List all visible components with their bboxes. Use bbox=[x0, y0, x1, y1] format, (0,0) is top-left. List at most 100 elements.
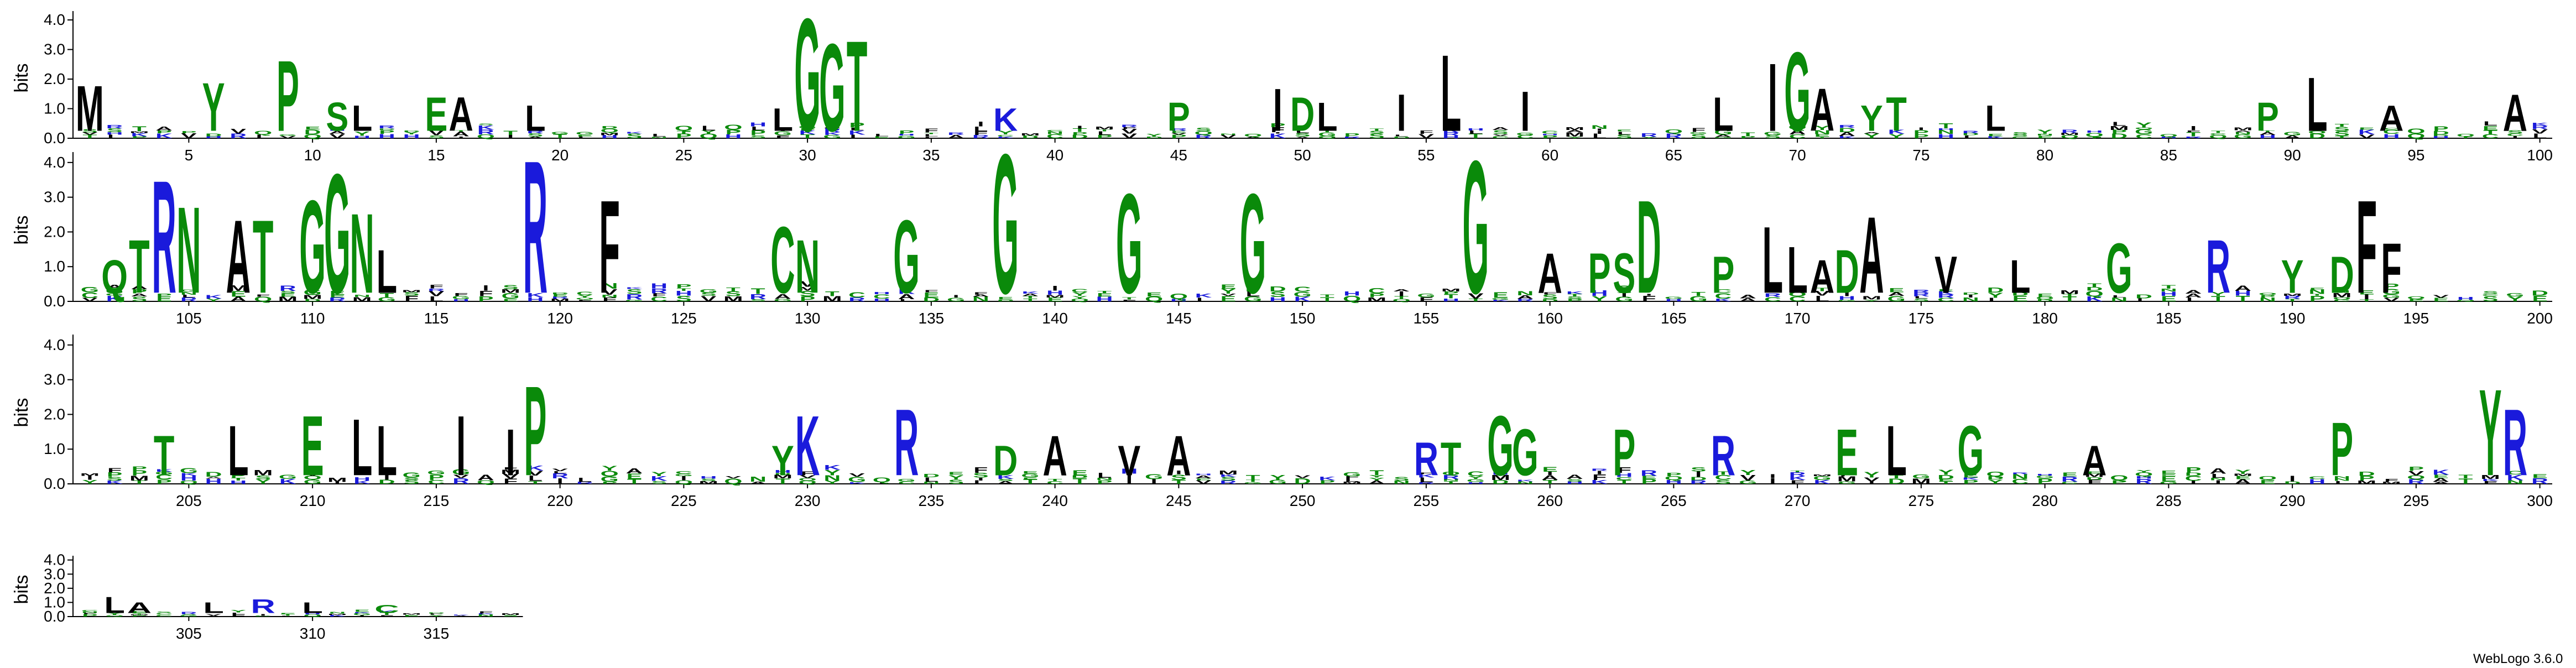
noise-letter: L bbox=[924, 136, 938, 139]
noise-letter: T bbox=[1097, 290, 1112, 294]
noise-letter: N bbox=[329, 612, 346, 614]
noise-letter: G bbox=[1269, 478, 1287, 485]
noise-letter: D bbox=[2309, 132, 2326, 140]
noise-letter: T bbox=[1939, 481, 1954, 484]
logo-letter-D: D bbox=[1290, 87, 1315, 142]
noise-letter: M bbox=[500, 288, 520, 294]
x-tick-label: 185 bbox=[2156, 310, 2182, 327]
x-tick-label: 315 bbox=[424, 625, 450, 642]
x-tick-label: 25 bbox=[675, 147, 692, 164]
noise-letter: P bbox=[1097, 134, 1112, 139]
noise-letter: D bbox=[1937, 473, 1954, 480]
noise-letter: L bbox=[2533, 132, 2547, 140]
noise-letter: A bbox=[2234, 284, 2251, 293]
logo-letter-S: S bbox=[326, 95, 348, 140]
noise-letter: Q bbox=[2036, 296, 2054, 300]
noise-letter: H bbox=[774, 469, 791, 473]
noise-letter: I bbox=[1547, 471, 1553, 476]
noise-letter: N bbox=[2333, 476, 2350, 479]
noise-letter: K bbox=[1022, 291, 1039, 294]
noise-letter: F bbox=[1691, 127, 1706, 133]
noise-letter: C bbox=[650, 295, 668, 303]
noise-letter: K bbox=[527, 465, 544, 472]
noise-letter: T bbox=[1097, 129, 1112, 132]
noise-letter: P bbox=[676, 132, 691, 139]
noise-letter: D bbox=[2358, 471, 2375, 477]
noise-letter: P bbox=[132, 469, 147, 477]
noise-letter: V bbox=[82, 297, 98, 302]
noise-letter: F bbox=[107, 467, 122, 474]
noise-letter: H bbox=[873, 291, 890, 295]
logo-letter-P: P bbox=[1712, 246, 1734, 304]
noise-letter: L bbox=[973, 479, 988, 485]
logo-row-1: 0.0 1.0 2.0 3.0 4.0 bits 5 10 15 20 25 30 35 40 45 50 55… bbox=[11, 0, 2553, 165]
noise-letter: S bbox=[2012, 134, 2028, 137]
noise-letter: G bbox=[1244, 482, 1262, 484]
noise-letter: P bbox=[1542, 134, 1557, 139]
noise-letter: Q bbox=[2135, 127, 2153, 130]
noise-letter: Q bbox=[1244, 133, 1262, 137]
noise-letter: I bbox=[680, 475, 687, 482]
noise-letter: Q bbox=[2407, 296, 2425, 299]
noise-letter: E bbox=[330, 295, 345, 298]
noise-letter: T bbox=[1023, 296, 1038, 300]
noise-letter: A bbox=[155, 126, 173, 132]
noise-letter: C bbox=[2012, 478, 2029, 486]
noise-letter: D bbox=[2012, 291, 2029, 296]
noise-letter: F bbox=[478, 289, 493, 298]
noise-letter: E bbox=[874, 136, 889, 139]
noise-letter: R bbox=[2284, 295, 2301, 300]
noise-letter: T bbox=[2062, 294, 2077, 298]
noise-letter: M bbox=[129, 131, 149, 134]
noise-letter: T bbox=[2211, 294, 2225, 303]
noise-letter: G bbox=[180, 289, 198, 293]
noise-letter: V bbox=[503, 473, 519, 480]
x-tick-label: 135 bbox=[919, 310, 945, 327]
x-tick-label: 200 bbox=[2527, 310, 2553, 327]
noise-letter: H bbox=[1170, 298, 1187, 302]
noise-letter: M bbox=[1911, 477, 1931, 486]
noise-letter: D bbox=[428, 612, 445, 614]
x-tick-label: 5 bbox=[185, 147, 194, 164]
y-tick-label: 4.0 bbox=[44, 551, 65, 568]
noise-letter: I bbox=[1769, 477, 1776, 486]
noise-letter: M bbox=[500, 468, 520, 475]
noise-letter: L bbox=[1592, 133, 1607, 140]
x-tick-label: 290 bbox=[2280, 492, 2306, 509]
noise-letter: S bbox=[948, 478, 963, 486]
noise-letter: V bbox=[181, 132, 196, 140]
noise-letter: D bbox=[2111, 133, 2128, 140]
noise-letter: E bbox=[1171, 131, 1186, 134]
noise-letter: G bbox=[1417, 293, 1435, 298]
noise-letter: T bbox=[132, 613, 147, 615]
noise-letter: E bbox=[2532, 294, 2547, 303]
noise-letter: A bbox=[749, 481, 766, 484]
noise-letter: L bbox=[2211, 473, 2225, 479]
logo-letter-Y: Y bbox=[2281, 249, 2304, 303]
noise-letter: K bbox=[997, 136, 1014, 139]
noise-letter: G bbox=[155, 471, 173, 476]
noise-letter: P bbox=[849, 122, 864, 129]
noise-letter: Q bbox=[1665, 128, 1683, 135]
noise-letter: S bbox=[1493, 129, 1508, 135]
noise-letter: S bbox=[701, 292, 716, 297]
noise-letter: I bbox=[878, 482, 885, 484]
noise-letter: S bbox=[1542, 293, 1557, 300]
noise-letter: R bbox=[527, 130, 544, 134]
noise-letter: G bbox=[2382, 294, 2401, 299]
noise-letter: T bbox=[379, 292, 394, 299]
noise-letter: G bbox=[1343, 471, 1361, 478]
noise-letter: Q bbox=[1170, 291, 1188, 300]
noise-letter: G bbox=[1294, 291, 1312, 298]
noise-letter: L bbox=[1914, 296, 1928, 299]
noise-letter: A bbox=[997, 481, 1014, 485]
noise-letter: D bbox=[2284, 481, 2301, 484]
noise-letter: R bbox=[1591, 468, 1608, 471]
noise-letter: R bbox=[279, 284, 296, 293]
noise-letter: D bbox=[923, 473, 940, 478]
noise-letter: Q bbox=[2407, 474, 2425, 481]
x-tick-label: 45 bbox=[1170, 147, 1187, 164]
noise-letter: L bbox=[751, 126, 765, 132]
logo-letter-A: A bbox=[226, 199, 251, 315]
noise-letter: P bbox=[156, 478, 171, 486]
